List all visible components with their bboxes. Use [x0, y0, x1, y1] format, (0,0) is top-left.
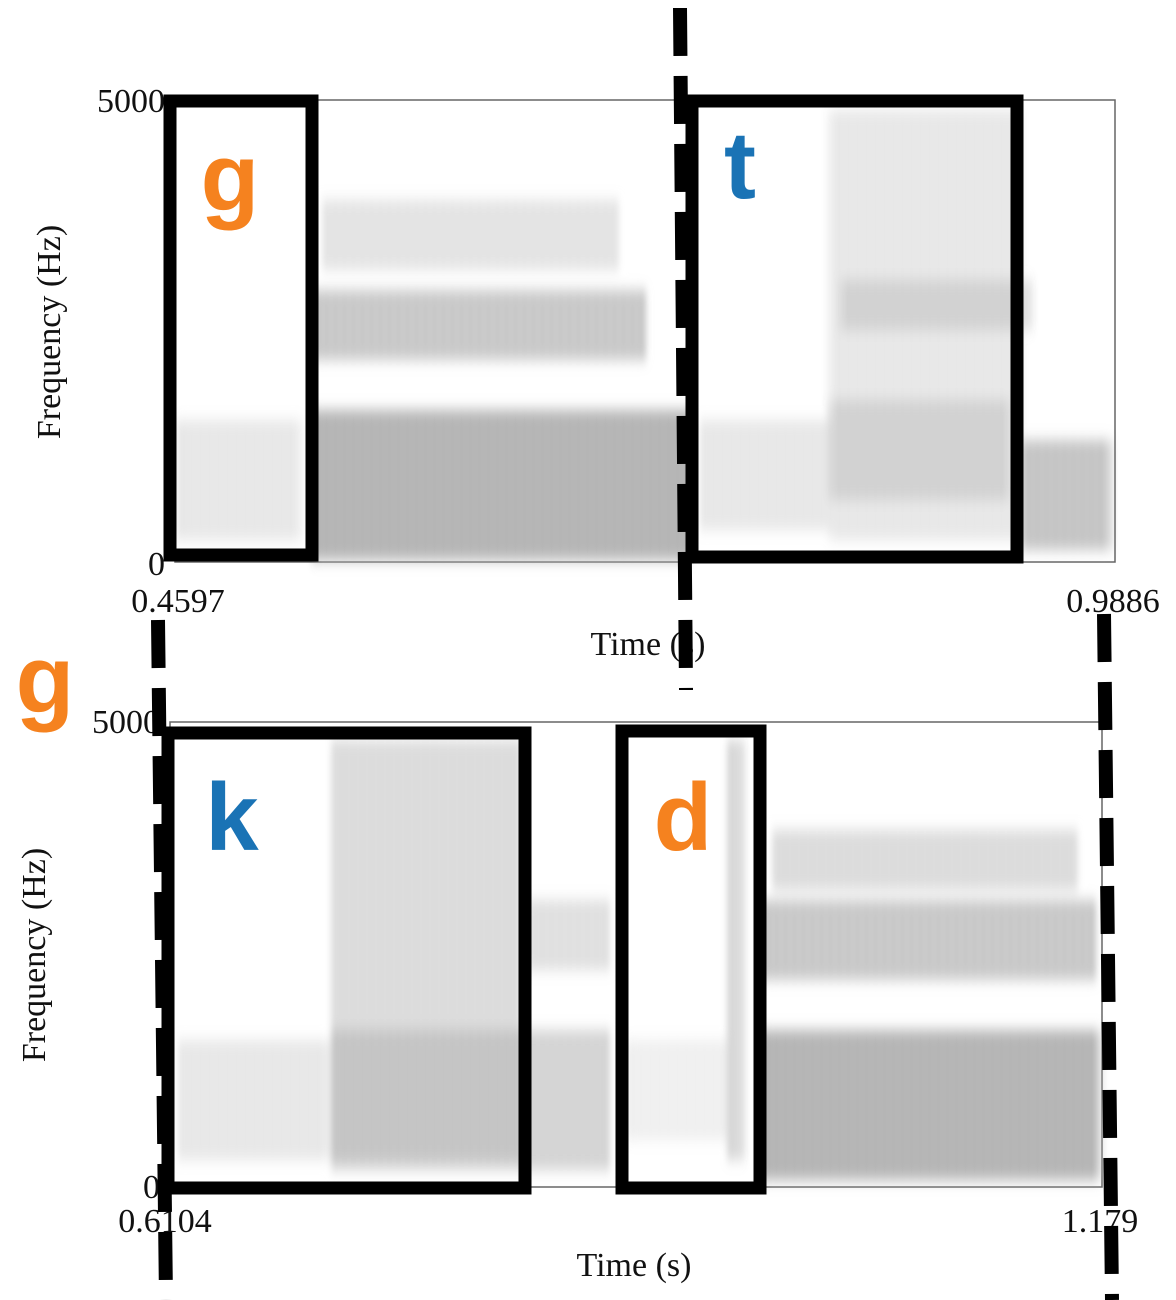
y-max: 5000 — [97, 83, 165, 120]
y-max: 5000 — [92, 704, 160, 741]
segment-box — [685, 94, 1024, 564]
x-label: Time (s) — [577, 1247, 692, 1284]
spectrogram — [180, 110, 1110, 560]
y-min: 0 — [143, 1169, 160, 1206]
segment-label: t — [724, 112, 756, 219]
top-panel: 5000 0 0.4597 0.9886 Time (s) Frequency … — [31, 83, 1160, 663]
alignment-line — [151, 619, 173, 1300]
alignment-line — [1097, 613, 1119, 1300]
segment-box — [163, 94, 319, 562]
segment-label: d — [654, 764, 713, 871]
margin-label: g — [16, 626, 75, 733]
x-end: 0.9886 — [1066, 583, 1160, 620]
segment-label: k — [205, 764, 259, 871]
x-start: 0.4597 — [131, 583, 225, 620]
spectrogram — [178, 740, 1100, 1180]
segment-box — [615, 724, 767, 1195]
y-label: Frequency (Hz) — [31, 225, 68, 439]
segment-label: g — [201, 124, 260, 231]
x-end: 1.179 — [1062, 1203, 1139, 1240]
alignment-line — [673, 7, 693, 691]
bottom-panel: 5000 0 0.6104 1.179 Time (s) Frequency (… — [16, 704, 1138, 1284]
y-min: 0 — [148, 546, 165, 583]
y-label: Frequency (Hz) — [16, 848, 53, 1062]
